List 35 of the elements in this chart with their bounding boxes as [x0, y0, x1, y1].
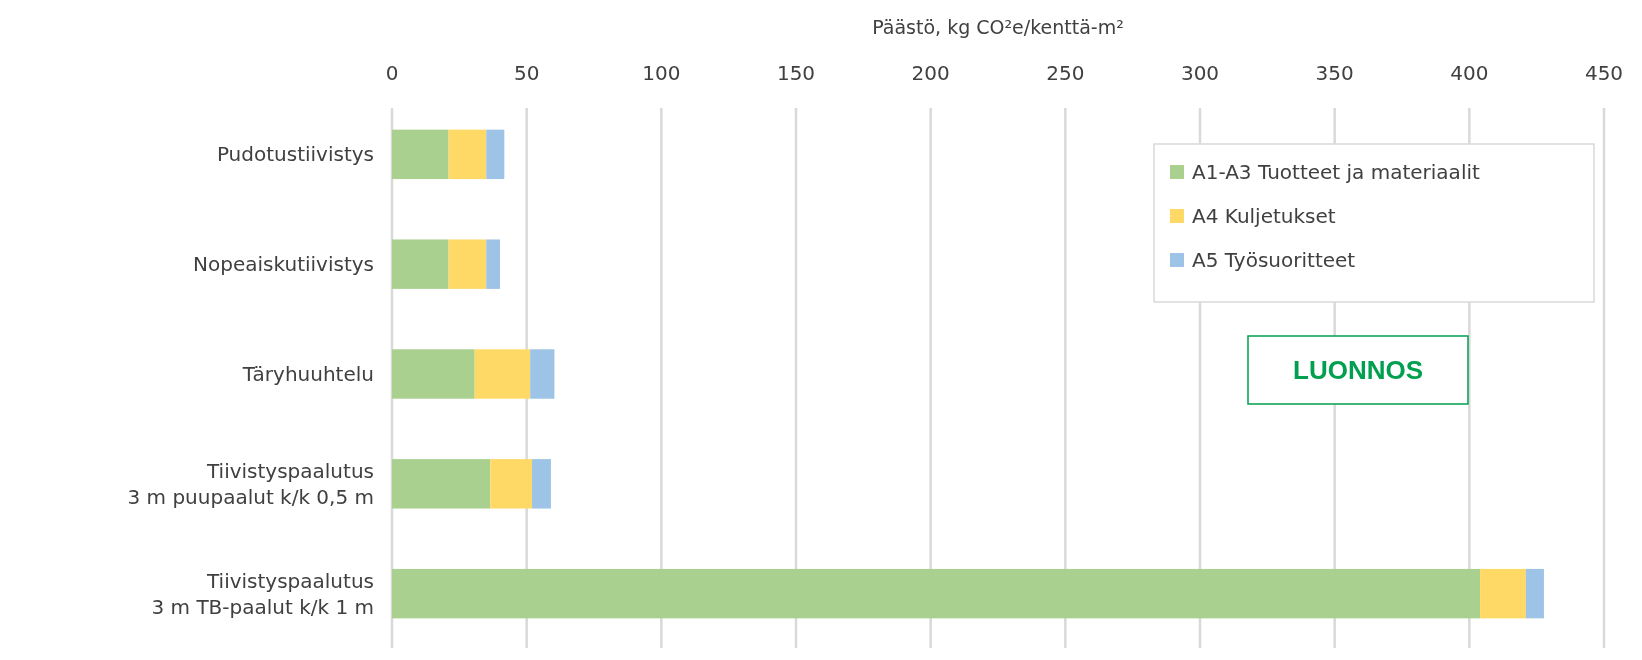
x-tick-label: 100: [642, 61, 681, 85]
legend-label: A5 Työsuoritteet: [1192, 248, 1356, 272]
annotation: LUONNOS: [1293, 355, 1423, 385]
x-tick-label: 250: [1046, 61, 1085, 85]
bar: [530, 349, 555, 399]
bar: [1525, 568, 1544, 619]
y-tick-label: Tiivistyspaalutus 3 m TB-paalut k/k 1 m: [151, 568, 374, 619]
y-tick-label: Pudotustiivistys: [216, 142, 374, 167]
x-tick-label: 0: [385, 61, 399, 85]
x-tick-label: 200: [911, 61, 950, 85]
bar: [486, 239, 500, 289]
bar: [448, 129, 487, 180]
bar: [474, 349, 531, 399]
bar: [392, 129, 449, 180]
bar: [532, 459, 551, 509]
x-tick-label: 350: [1315, 61, 1354, 85]
legend-label: A1-A3 Tuotteet ja materiaalit: [1192, 160, 1480, 184]
bar: [392, 349, 475, 399]
x-tick-label: 50: [513, 61, 540, 85]
x-tick-label: 400: [1450, 61, 1489, 85]
bar: [392, 568, 1481, 619]
bar: [392, 459, 491, 509]
x-tick-label: 300: [1180, 61, 1220, 85]
x-tick-label: 450: [1584, 61, 1624, 85]
bar: [392, 239, 449, 289]
y-tick-label: Tiivistyspaalutus 3 m puupaalut k/k 0,5 m: [127, 458, 374, 509]
bar: [490, 459, 533, 509]
y-tick-label: Täryhuuhtelu: [241, 362, 374, 386]
bar: [486, 129, 505, 180]
y-tick-label: Nopeaiskutiivistys: [193, 252, 374, 277]
bar: [448, 239, 487, 289]
legend-label: A4 Kuljetukset: [1192, 204, 1336, 228]
x-axis-title: Päästö, kg CO²e/kenttä-m²: [872, 16, 1124, 38]
bar: [1480, 568, 1526, 619]
x-tick-label: 150: [776, 61, 816, 85]
